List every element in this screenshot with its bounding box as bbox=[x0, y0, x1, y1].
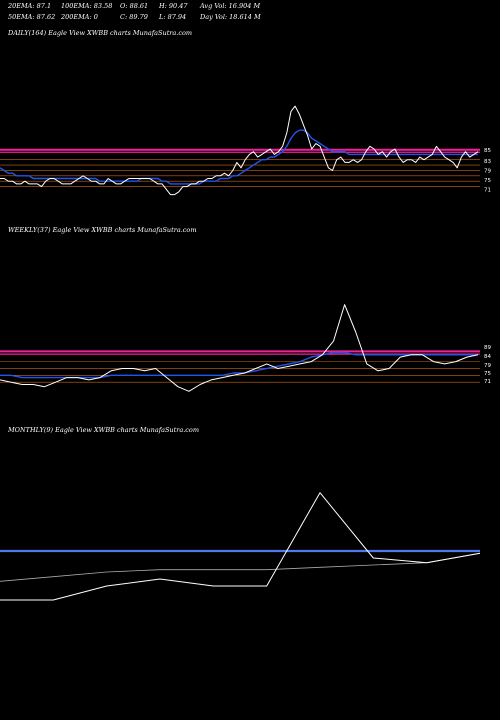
header-100ema: 100EMA: 83.58 bbox=[61, 2, 113, 10]
monthly-price-line bbox=[0, 492, 481, 601]
daily-price-line bbox=[0, 105, 479, 196]
weekly-y-tick-3: 75 bbox=[484, 371, 491, 377]
daily-y-tick-3: 75 bbox=[484, 178, 491, 184]
daily-y-tick-0: 85 bbox=[484, 148, 491, 154]
daily-y-tick-2: 79 bbox=[484, 168, 491, 174]
header-200ema: 200EMA: 0 bbox=[61, 13, 98, 21]
weekly-y-tick-1: 84 bbox=[484, 354, 491, 360]
weekly-y-tick-4: 71 bbox=[484, 379, 491, 385]
header-day-vol: Day Vol: 18.614 M bbox=[200, 13, 261, 21]
header-open: O: 88.61 bbox=[120, 2, 149, 10]
header-high: H: 90.47 bbox=[159, 2, 188, 10]
header-close: C: 89.79 bbox=[120, 13, 148, 21]
header-avg-vol: Avg Vol: 16.904 M bbox=[200, 2, 261, 10]
daily-y-tick-1: 83 bbox=[484, 159, 491, 165]
monthly-panel-title: MONTHLY(9) Eagle View XWBB charts Munafa… bbox=[8, 426, 200, 434]
daily-y-tick-4: 71 bbox=[484, 187, 491, 193]
monthly-plot bbox=[0, 492, 481, 601]
header-50ema: 50EMA: 87.62 bbox=[8, 13, 56, 21]
header-low: L: 87.94 bbox=[159, 13, 187, 21]
weekly-plot: 89 84 79 75 71 bbox=[0, 304, 491, 392]
header-20ema: 20EMA: 87.1 bbox=[8, 2, 52, 10]
weekly-y-tick-2: 79 bbox=[484, 363, 491, 369]
monthly-ema-line bbox=[0, 552, 481, 582]
daily-panel-title: DAILY(164) Eagle View XWBB charts Munafa… bbox=[8, 29, 193, 37]
weekly-price-line bbox=[0, 304, 479, 392]
weekly-y-tick-0: 89 bbox=[484, 345, 491, 351]
weekly-panel-title: WEEKLY(37) Eagle View XWBB charts Munafa… bbox=[8, 226, 197, 234]
daily-plot: 85 83 79 75 71 bbox=[0, 105, 491, 196]
